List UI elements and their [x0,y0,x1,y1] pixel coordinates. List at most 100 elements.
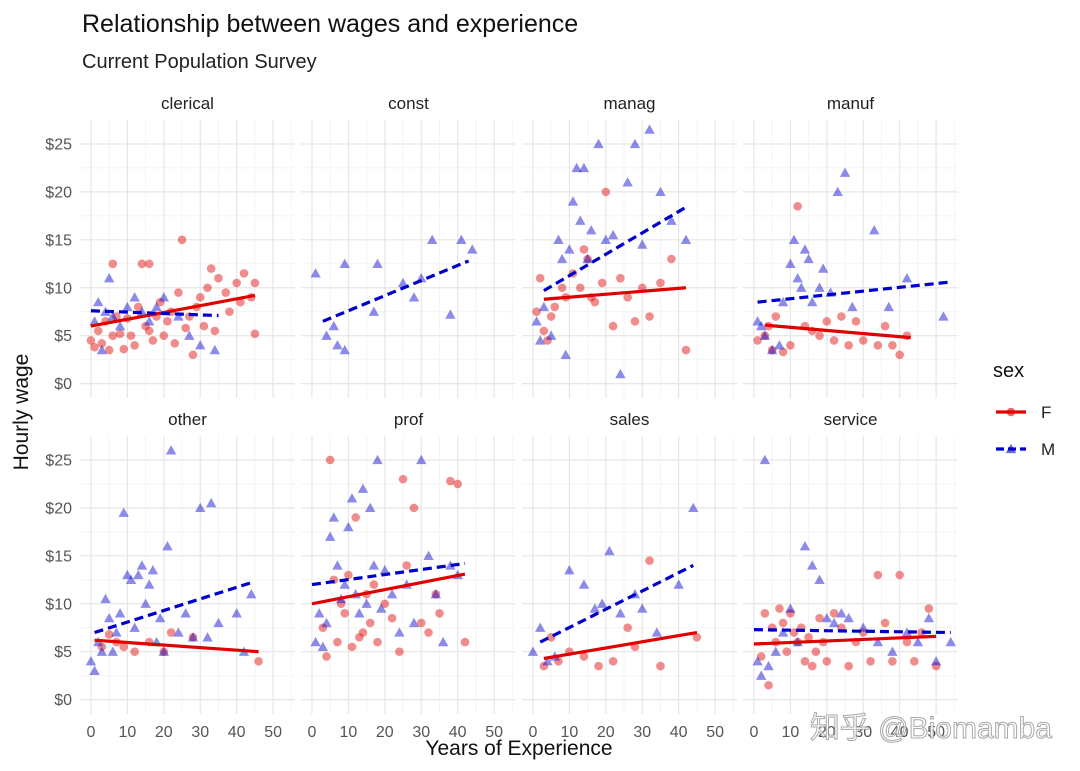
point-F [667,254,676,264]
point-M [144,579,155,589]
fit-line-M [311,561,466,587]
point-M [578,162,590,173]
point-M [328,320,339,331]
point-M [332,560,343,570]
point-M [357,483,369,493]
point-F [579,245,589,254]
point-M [332,340,343,350]
point-M [615,608,626,618]
point-F [822,656,832,666]
point-M [527,646,539,656]
point-M [437,636,449,647]
point-M [96,646,108,656]
point-M [828,617,840,628]
point-M [644,124,655,134]
panel-clerical: clerical $0 $5 $10 $15 $20 $25 [45,94,295,398]
y-tick-label: $15 [45,548,72,565]
point-F [807,661,817,671]
point-F [148,336,158,345]
legend-title: sex [993,360,1024,382]
point-F [93,326,103,336]
point-M [111,627,122,637]
point-M [147,565,159,575]
point-F [188,633,198,642]
point-F [206,264,216,273]
point-F [579,652,589,661]
point-M [796,282,807,292]
x-tick-label: 40 [449,724,467,741]
point-M [766,344,778,355]
point-F [804,633,813,642]
point-M [310,268,321,278]
point-M [637,603,648,613]
point-F [535,273,545,283]
point-F [778,347,788,357]
point-M [386,588,398,599]
point-M [310,636,321,647]
point-M [89,665,100,676]
point-M [394,627,405,637]
point-M [467,244,478,254]
point-M [759,330,771,340]
point-F [119,642,129,652]
x-tick-label: 40 [228,724,246,741]
point-M [430,588,442,599]
point-M [807,560,818,570]
watermark: 知乎 @Biomamba [810,712,1052,745]
point-F [608,321,618,331]
point-M [785,603,796,613]
point-F [340,609,350,618]
point-F [778,618,788,628]
point-F [318,623,328,633]
point-M [836,608,847,618]
point-M [785,258,796,268]
point-M [589,603,601,613]
y-tick-label: $0 [54,376,72,393]
point-F [402,561,411,570]
point-F [460,637,470,647]
point-F [771,312,781,321]
facet-label: other [168,410,207,429]
point-F [895,350,904,360]
point-F [115,329,125,339]
x-tick-label: 50 [485,724,503,741]
y-tick-label: $15 [45,232,72,249]
point-F [380,599,390,609]
point-M [843,612,854,623]
point-F [829,336,839,345]
point-F [590,297,600,307]
point-M [803,253,814,264]
point-M [129,292,140,302]
point-F [416,618,426,628]
point-F [137,259,147,269]
point-M [629,138,641,149]
point-M [680,234,692,244]
point-F [210,326,220,336]
fit-line-F [543,630,698,660]
point-M [180,608,191,618]
y-tick-label: $25 [45,452,72,469]
point-F [155,297,165,307]
point-F [608,656,618,666]
point-F [409,503,419,513]
fit-line-M [90,309,219,318]
point-M [923,612,935,623]
point-M [158,292,170,302]
point-M [545,330,557,340]
point-M [901,627,913,637]
point-F [888,340,897,350]
point-F [753,336,762,345]
point-F [815,331,824,340]
point-F [387,613,397,623]
point-M [231,608,242,618]
fit-line-M [753,628,951,635]
point-F [395,647,404,656]
point-F [767,345,777,355]
x-tick-label: 0 [307,724,316,741]
point-F [866,656,875,666]
point-M [799,541,811,551]
x-tick-label: 20 [818,724,836,741]
point-F [594,661,603,671]
point-F [873,570,883,580]
